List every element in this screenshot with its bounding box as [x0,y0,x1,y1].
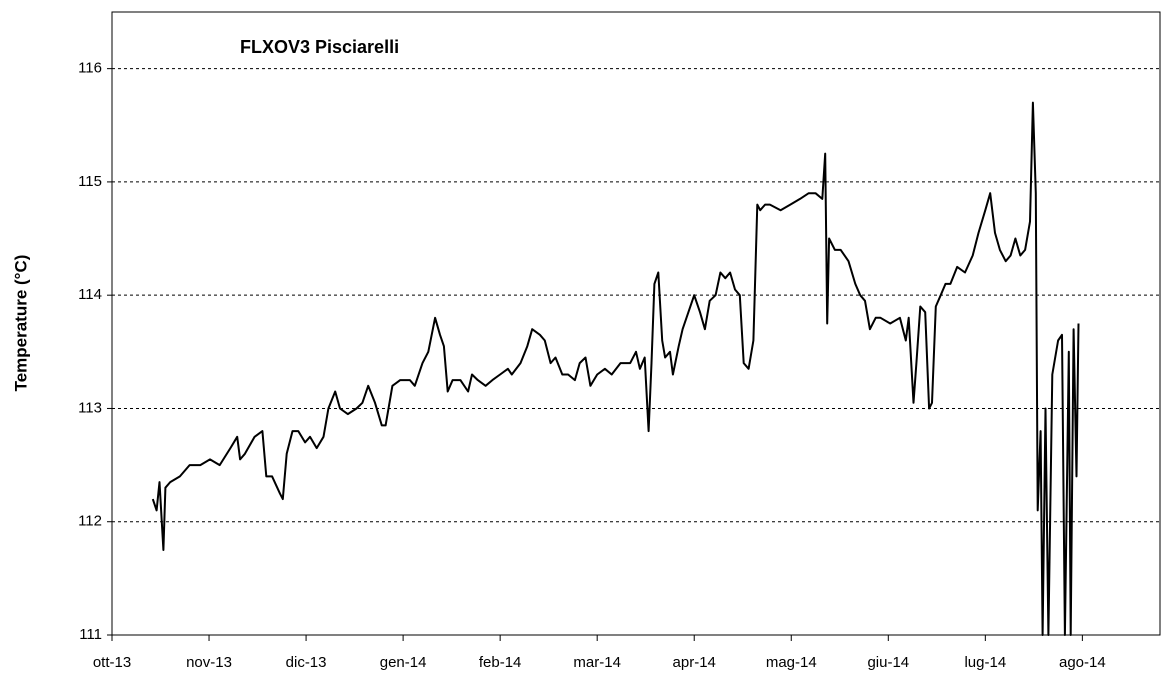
x-tick-label: ago-14 [1059,654,1106,671]
y-tick-label: 113 [78,399,102,416]
y-tick-label: 111 [79,626,102,643]
y-tick-label: 116 [78,60,102,77]
x-tick-label: lug-14 [964,654,1006,671]
plot-frame [111,11,1161,636]
y-tick-label: 112 [78,513,102,530]
y-axis-label: Temperature (°C) [11,255,30,392]
x-tick-label: mar-14 [573,654,621,671]
chart-title: FLXOV3 Pisciarelli [240,37,399,57]
x-tick-label: mag-14 [766,654,817,671]
x-tick-label: giu-14 [867,654,909,671]
y-tick-label: 115 [78,173,102,190]
x-tick-label: apr-14 [673,654,716,671]
x-tick-label: feb-14 [479,654,522,671]
x-tick-label: gen-14 [380,654,427,671]
x-tick-label: dic-13 [286,654,327,671]
data-line [151,101,1080,636]
x-tick-label: ott-13 [93,654,131,671]
y-tick-label: 114 [78,286,102,303]
x-tick-label: nov-13 [186,654,232,671]
